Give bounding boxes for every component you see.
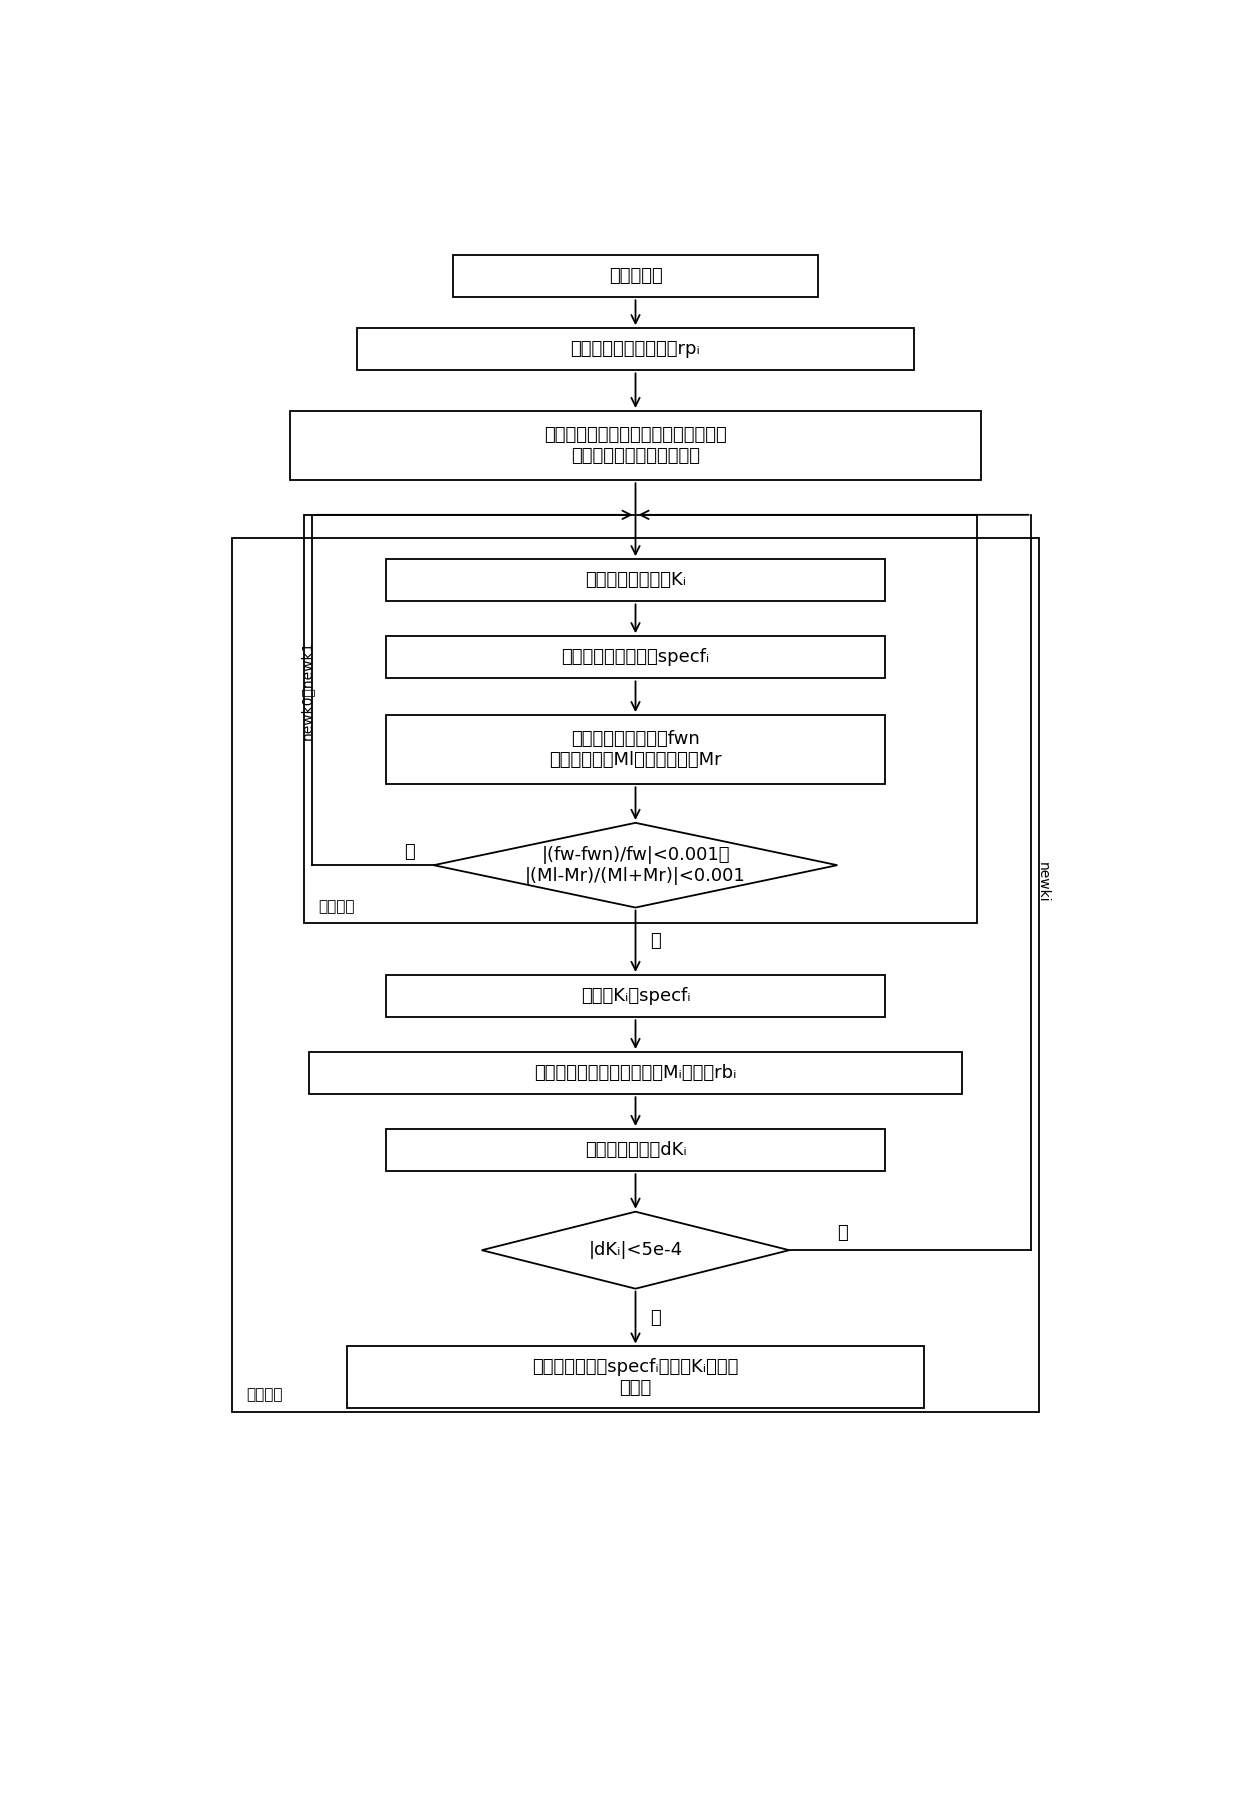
FancyBboxPatch shape	[386, 1129, 885, 1171]
Text: 是: 是	[650, 1308, 661, 1326]
FancyBboxPatch shape	[347, 1346, 924, 1408]
FancyBboxPatch shape	[386, 558, 885, 602]
Text: 输出辊间接触力specfᵢ、压扁Kᵢ和辊缝
形状等: 输出辊间接触力specfᵢ、压扁Kᵢ和辊缝 形状等	[532, 1357, 739, 1397]
Text: 内层迭代: 内层迭代	[319, 898, 355, 914]
Text: newk0和newk1: newk0和newk1	[300, 640, 314, 739]
Text: 是: 是	[650, 932, 661, 950]
Text: 否: 否	[404, 844, 415, 862]
Text: 辊系离散化: 辊系离散化	[609, 267, 662, 286]
Text: 计算辊间接触力合力fwn
和左边总力矩Ml和右边总力矩Mr: 计算辊间接触力合力fwn 和左边总力矩Ml和右边总力矩Mr	[549, 730, 722, 770]
Text: newki: newki	[1035, 862, 1050, 904]
Text: 否: 否	[837, 1225, 848, 1243]
Polygon shape	[434, 822, 837, 907]
FancyBboxPatch shape	[289, 410, 982, 481]
FancyBboxPatch shape	[386, 636, 885, 678]
Text: 外层迭代: 外层迭代	[247, 1388, 283, 1402]
Polygon shape	[481, 1212, 789, 1288]
Text: 计算辊间压扁量dKᵢ: 计算辊间压扁量dKᵢ	[584, 1140, 687, 1158]
Text: 计算各辊离散点的挠曲力矩Mᵢ和挠曲rbᵢ: 计算各辊离散点的挠曲力矩Mᵢ和挠曲rbᵢ	[534, 1064, 737, 1082]
Text: 计算辊间压扁分布Kᵢ: 计算辊间压扁分布Kᵢ	[585, 571, 686, 589]
FancyBboxPatch shape	[453, 255, 818, 298]
FancyBboxPatch shape	[309, 1052, 962, 1095]
FancyBboxPatch shape	[386, 976, 885, 1017]
Text: |(fw-fwn)/fw|<0.001和
|(Ml-Mr)/(Ml+Mr)|<0.001: |(fw-fwn)/fw|<0.001和 |(Ml-Mr)/(Ml+Mr)|<0…	[525, 846, 746, 885]
Text: 计算辊系初始凸度分布rpᵢ: 计算辊系初始凸度分布rpᵢ	[570, 340, 701, 358]
FancyBboxPatch shape	[386, 716, 885, 784]
Text: 初始化（给定轧制力、弯辊力、串辊量
和初始辊间接触力等参数）: 初始化（给定轧制力、弯辊力、串辊量 和初始辊间接触力等参数）	[544, 426, 727, 464]
Text: |dKᵢ|<5e-4: |dKᵢ|<5e-4	[589, 1241, 682, 1259]
Text: 计算辊间接触力分布specfᵢ: 计算辊间接触力分布specfᵢ	[562, 649, 709, 667]
FancyBboxPatch shape	[357, 329, 914, 370]
Text: 输出新Kᵢ和specfᵢ: 输出新Kᵢ和specfᵢ	[580, 987, 691, 1005]
